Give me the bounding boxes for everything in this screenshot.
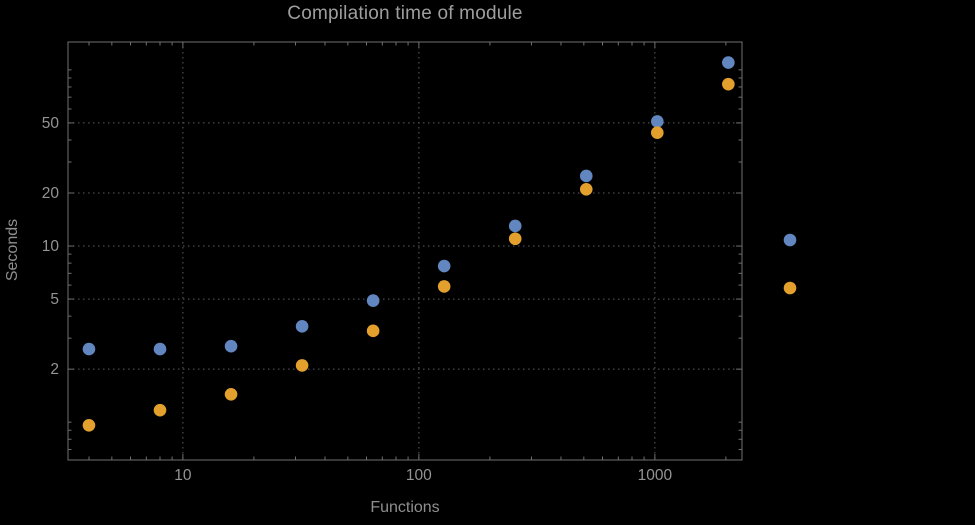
point-series-orange-x1024 <box>650 126 664 139</box>
point-series-orange-x32 <box>295 359 309 372</box>
point-series-blue-x16 <box>224 339 238 353</box>
point-series-orange-x256 <box>508 232 522 246</box>
point-series-orange-x8 <box>153 403 167 417</box>
point-series-orange-x64 <box>366 324 380 338</box>
y-tick-label-50: 50 <box>42 115 60 132</box>
x-axis-label: Functions <box>370 499 440 516</box>
point-series-blue-x2048 <box>722 56 735 69</box>
point-series-blue-x128 <box>437 259 451 273</box>
point-series-orange-x512 <box>579 182 593 196</box>
point-series-blue-x1024 <box>650 115 664 128</box>
x-tick-label-1000: 1000 <box>638 467 673 484</box>
x-tick-label-100: 100 <box>406 467 432 484</box>
point-series-blue-x256 <box>508 219 522 233</box>
y-tick-label-10: 10 <box>42 238 60 255</box>
point-series-orange-x16 <box>224 387 238 401</box>
point-series-blue-x4 <box>82 342 96 356</box>
point-series-blue-x32 <box>295 320 309 333</box>
legend-marker-series-blue <box>783 233 797 247</box>
point-series-orange-x4 <box>82 419 96 432</box>
point-series-blue-x512 <box>579 169 593 183</box>
point-series-blue-x8 <box>153 342 167 356</box>
point-series-orange-x128 <box>437 280 451 293</box>
legend-marker-series-orange <box>783 281 797 295</box>
plot-frame <box>67 41 743 461</box>
point-series-orange-x2048 <box>722 77 735 91</box>
y-tick-label-5: 5 <box>50 291 59 308</box>
y-tick-label-2: 2 <box>50 361 59 378</box>
y-tick-label-20: 20 <box>42 185 60 202</box>
point-series-blue-x64 <box>366 294 380 307</box>
chart-title: Compilation time of module <box>287 3 523 24</box>
x-tick-label-10: 10 <box>174 467 192 484</box>
